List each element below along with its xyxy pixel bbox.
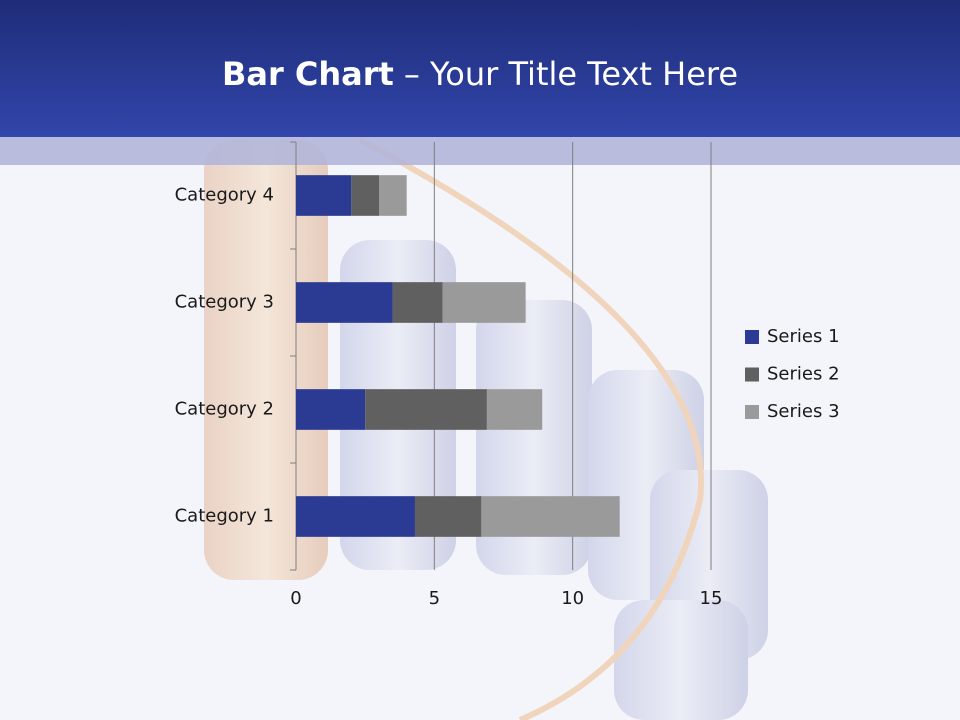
bar (351, 175, 379, 216)
x-tick-label: 5 (429, 588, 440, 609)
bar (486, 389, 543, 430)
x-tick-label: 15 (700, 588, 723, 609)
y-tick-label: Category 3 (175, 292, 274, 313)
x-tick-label: 10 (561, 588, 584, 609)
y-tick-label: Category 4 (175, 185, 274, 206)
legend-label: Series 2 (767, 364, 840, 385)
legend-label: Series 3 (767, 401, 840, 422)
header-band (0, 0, 960, 137)
bar (379, 175, 407, 216)
bar (442, 282, 526, 323)
slide-title: Bar Chart – Your Title Text Here (222, 55, 738, 93)
bar (392, 282, 443, 323)
bar (296, 496, 415, 537)
chart: 0 5 10 15 Category 1 Category 2 Category 3 Cate… (175, 141, 840, 609)
bar (296, 389, 366, 430)
bar (414, 496, 482, 537)
title-rest: – Your Title Text Here (404, 55, 738, 93)
legend-swatch (745, 330, 759, 344)
bar (296, 282, 393, 323)
bar (481, 496, 620, 537)
header-stripe (0, 137, 960, 165)
y-tick-label: Category 2 (175, 399, 274, 420)
legend-swatch (745, 367, 759, 382)
bar (296, 175, 352, 216)
legend-swatch (745, 405, 759, 419)
y-tick-label: Category 1 (175, 506, 274, 527)
x-tick-label: 0 (290, 588, 301, 609)
bar (365, 389, 487, 430)
legend-label: Series 1 (767, 326, 840, 347)
title-bold: Bar Chart (222, 55, 394, 93)
